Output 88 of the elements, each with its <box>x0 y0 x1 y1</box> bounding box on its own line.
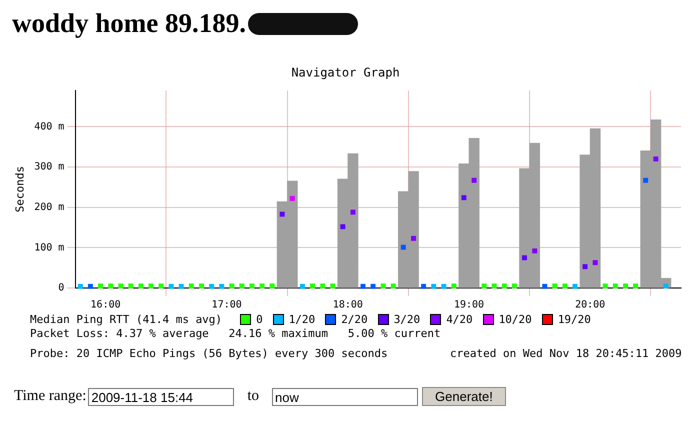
chart-subtitle: Navigator Graph <box>291 65 400 80</box>
point <box>532 248 538 254</box>
point <box>350 210 356 215</box>
text: Time range: <box>14 388 86 405</box>
text: Packet Loss: 4.37 % average 24.16 % maximum 5.00 % current <box>30 327 441 340</box>
point <box>390 284 396 288</box>
point <box>400 244 406 250</box>
text-field: now <box>272 388 418 406</box>
point <box>219 284 224 289</box>
point <box>290 196 295 201</box>
point <box>88 284 93 289</box>
point <box>280 212 285 217</box>
point <box>138 284 144 288</box>
point <box>602 284 608 288</box>
button: Generate! <box>422 387 506 406</box>
point <box>512 284 517 288</box>
y-tick-label: 400 m <box>34 121 64 132</box>
y-tick-label: 100 m <box>34 242 64 254</box>
point <box>199 284 204 288</box>
x-tick-label: 19:00 <box>454 300 484 311</box>
point <box>441 284 446 289</box>
point <box>542 284 548 289</box>
text: Probe: 20 ICMP Echo Pings (56 Bytes) every 300 seconds <box>30 347 388 360</box>
point <box>582 264 588 270</box>
point <box>552 284 558 288</box>
x-tick-label: 18:00 <box>332 300 363 311</box>
point <box>370 284 376 289</box>
chart-title: woddy home 89.189. <box>12 8 246 39</box>
point <box>209 284 214 289</box>
point <box>451 284 456 288</box>
y-axis-title: Seconds <box>13 166 26 212</box>
point <box>239 284 244 288</box>
x-tick-label: 20:00 <box>575 300 606 311</box>
point <box>633 284 638 288</box>
legend-label: 0 <box>256 313 263 326</box>
point <box>178 284 184 289</box>
text-field: 2009-11-18 15:44 <box>88 388 234 406</box>
legend-label: 10/20 <box>498 313 532 326</box>
point <box>643 178 648 183</box>
point <box>78 284 83 289</box>
point <box>168 284 174 289</box>
point <box>492 284 497 288</box>
point <box>158 284 164 288</box>
point <box>431 284 436 289</box>
point <box>340 224 346 230</box>
legend-label: 3/20 <box>394 313 420 326</box>
point <box>270 284 275 288</box>
point <box>310 284 315 288</box>
legend-title: Median Ping RTT (41.4 ms avg) <box>30 313 222 326</box>
point <box>380 284 386 288</box>
y-tick-label: 300 m <box>34 162 64 173</box>
point <box>128 284 134 288</box>
point <box>472 178 477 183</box>
point <box>300 284 305 289</box>
point <box>572 284 578 289</box>
legend-label: 1/20 <box>288 313 316 326</box>
point <box>623 284 628 288</box>
y-tick-label: 0 <box>58 282 64 294</box>
point <box>653 156 658 162</box>
point <box>249 284 254 288</box>
point <box>562 284 568 288</box>
text: created on Wed Nov 18 20:45:11 2009 <box>450 347 682 360</box>
y-tick-label: 200 m <box>34 202 64 213</box>
point <box>663 284 668 288</box>
point <box>592 260 598 266</box>
legend-label: 2/20 <box>341 313 368 326</box>
legend-label: 4/20 <box>446 313 473 326</box>
point <box>482 284 487 288</box>
point <box>522 255 527 260</box>
x-tick-label: 16:00 <box>90 300 121 311</box>
point <box>411 236 416 241</box>
point <box>502 284 507 288</box>
point <box>320 284 326 288</box>
point <box>188 284 194 288</box>
point <box>260 284 265 288</box>
point <box>108 284 114 288</box>
point <box>360 284 366 289</box>
point <box>461 195 466 200</box>
point <box>98 284 103 288</box>
point <box>118 284 124 288</box>
point <box>229 284 234 288</box>
point <box>612 284 618 288</box>
x-tick-label: 17:00 <box>212 300 242 311</box>
point <box>421 284 426 289</box>
text: to <box>247 388 260 405</box>
legend-label: 19/20 <box>558 313 591 326</box>
point <box>148 284 154 288</box>
point <box>330 284 336 288</box>
